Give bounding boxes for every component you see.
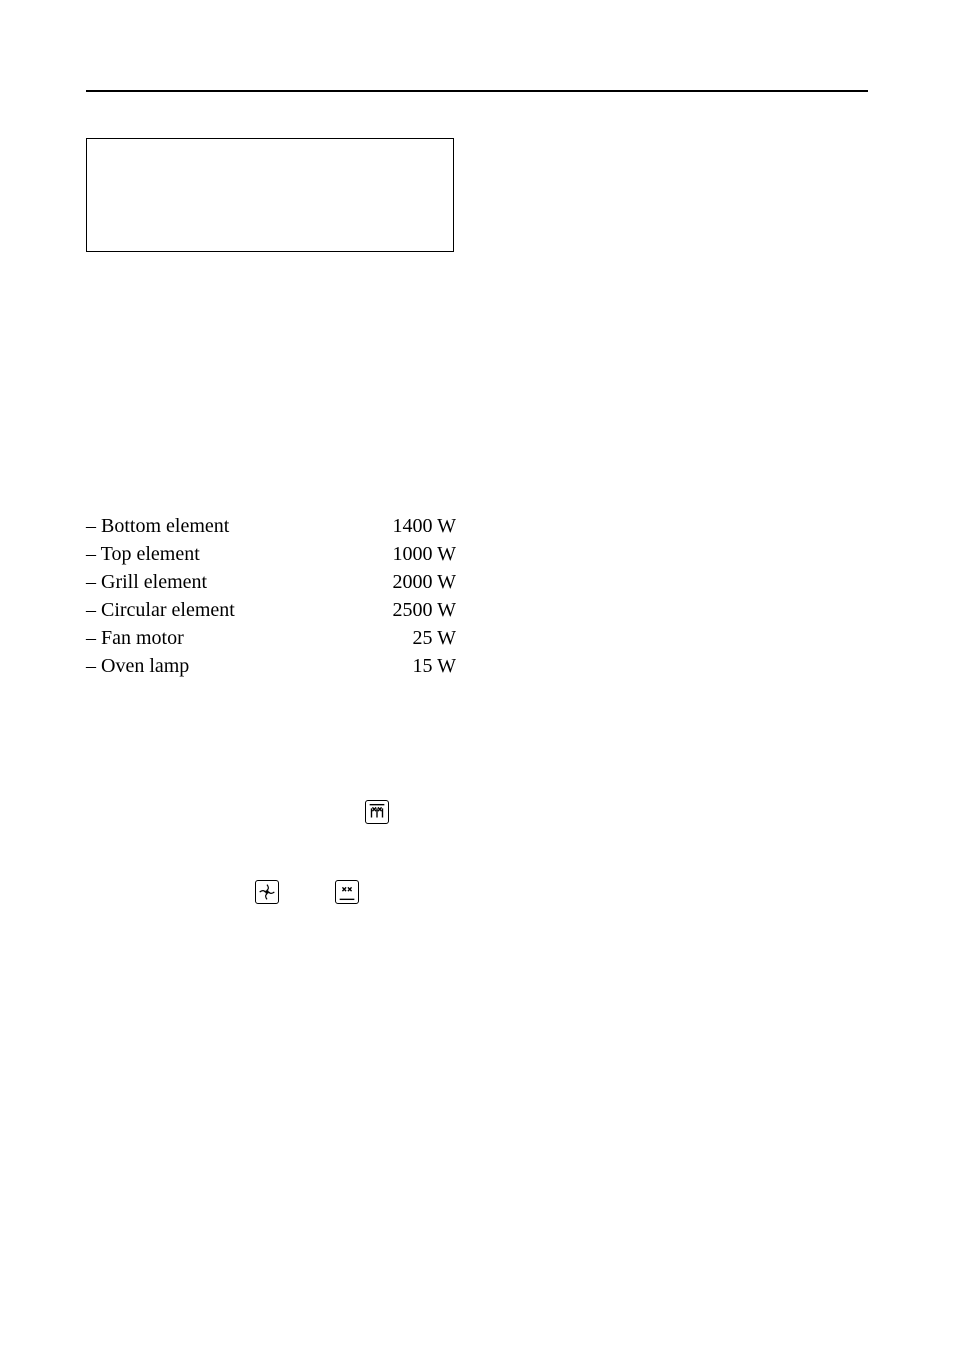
element-row: – Grill element 2000 W xyxy=(86,568,456,596)
element-label: – Grill element xyxy=(86,568,207,596)
element-row: – Fan motor 25 W xyxy=(86,624,456,652)
element-label: – Top element xyxy=(86,540,200,568)
element-value: 15 W xyxy=(412,652,456,680)
element-value: 1400 W xyxy=(392,512,456,540)
grill-top-icon xyxy=(365,800,389,824)
element-row: – Top element 1000 W xyxy=(86,540,456,568)
element-value: 25 W xyxy=(412,624,456,652)
element-row: – Circular element 2500 W xyxy=(86,596,456,624)
fan-icon xyxy=(255,880,279,904)
left-column: – Bottom element 1400 W – Top element 1000 … xyxy=(86,138,456,920)
element-label: – Bottom element xyxy=(86,512,229,540)
element-value: 1000 W xyxy=(392,540,456,568)
element-value: 2500 W xyxy=(392,596,456,624)
heating-elements-section: – Bottom element 1400 W – Top element 1000 … xyxy=(86,512,456,680)
element-value: 2000 W xyxy=(392,568,456,596)
top-rule xyxy=(86,90,868,92)
element-label: – Fan motor xyxy=(86,624,184,652)
element-row: – Oven lamp 15 W xyxy=(86,652,456,680)
empty-box xyxy=(86,138,454,252)
element-label: – Oven lamp xyxy=(86,652,189,680)
element-label: – Circular element xyxy=(86,596,235,624)
icon-section xyxy=(86,800,456,920)
grill-bottom-icon xyxy=(335,880,359,904)
element-row: – Bottom element 1400 W xyxy=(86,512,456,540)
